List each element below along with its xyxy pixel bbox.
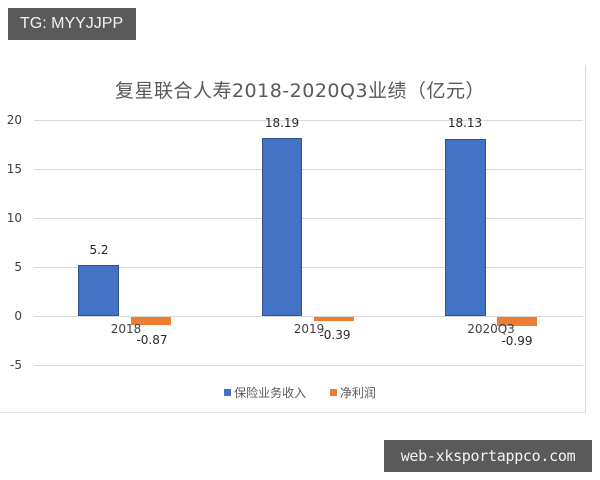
legend-swatch-blue-icon (224, 389, 232, 396)
y-tick-20: 20 (6, 113, 22, 127)
watermark-bottom: web-xksportappco.com (384, 440, 592, 472)
gridline-zero (34, 316, 583, 317)
data-label-profit-2018: -0.87 (136, 333, 168, 347)
data-label-profit-2020q3: -0.99 (501, 334, 533, 348)
y-tick-neg5: -5 (10, 358, 22, 372)
chart-title: 复星联合人寿2018-2020Q3业绩（亿元） (114, 80, 486, 102)
data-label-profit-2019: -0.39 (319, 328, 351, 342)
legend-label-profit: 净利润 (339, 386, 376, 400)
y-tick-15: 15 (6, 162, 22, 176)
y-tick-10: 10 (6, 211, 22, 225)
gridline (34, 169, 583, 170)
legend-swatch-orange-icon (329, 389, 337, 396)
x-label-2019: 2019 (293, 322, 325, 336)
gridline (34, 365, 583, 366)
watermark-top: TG: MYYJJPP (8, 8, 136, 40)
x-label-2018: 2018 (110, 322, 142, 336)
bar-income-2019 (262, 138, 302, 316)
x-label-2020q3: 2020Q3 (467, 322, 515, 336)
legend-item-income[interactable]: 保险业务收入 (224, 384, 306, 401)
data-label-income-2018: 5.2 (89, 243, 109, 257)
chart-legend: 保险业务收入 净利润 (0, 384, 600, 401)
bar-profit-2020q3 (497, 317, 537, 326)
bar-profit-2018 (131, 317, 171, 325)
y-tick-5: 5 (14, 260, 22, 274)
gridline (34, 120, 583, 121)
legend-item-profit[interactable]: 净利润 (329, 384, 376, 401)
data-label-income-2019: 18.19 (264, 116, 300, 130)
data-label-income-2020q3: 18.13 (447, 116, 483, 130)
y-tick-0: 0 (14, 309, 22, 323)
bar-income-2018 (78, 265, 119, 316)
gridline (34, 267, 583, 268)
gridline (34, 218, 583, 219)
bar-income-2020q3 (445, 139, 486, 316)
legend-label-income: 保险业务收入 (234, 386, 307, 400)
bar-profit-2019 (314, 317, 354, 321)
